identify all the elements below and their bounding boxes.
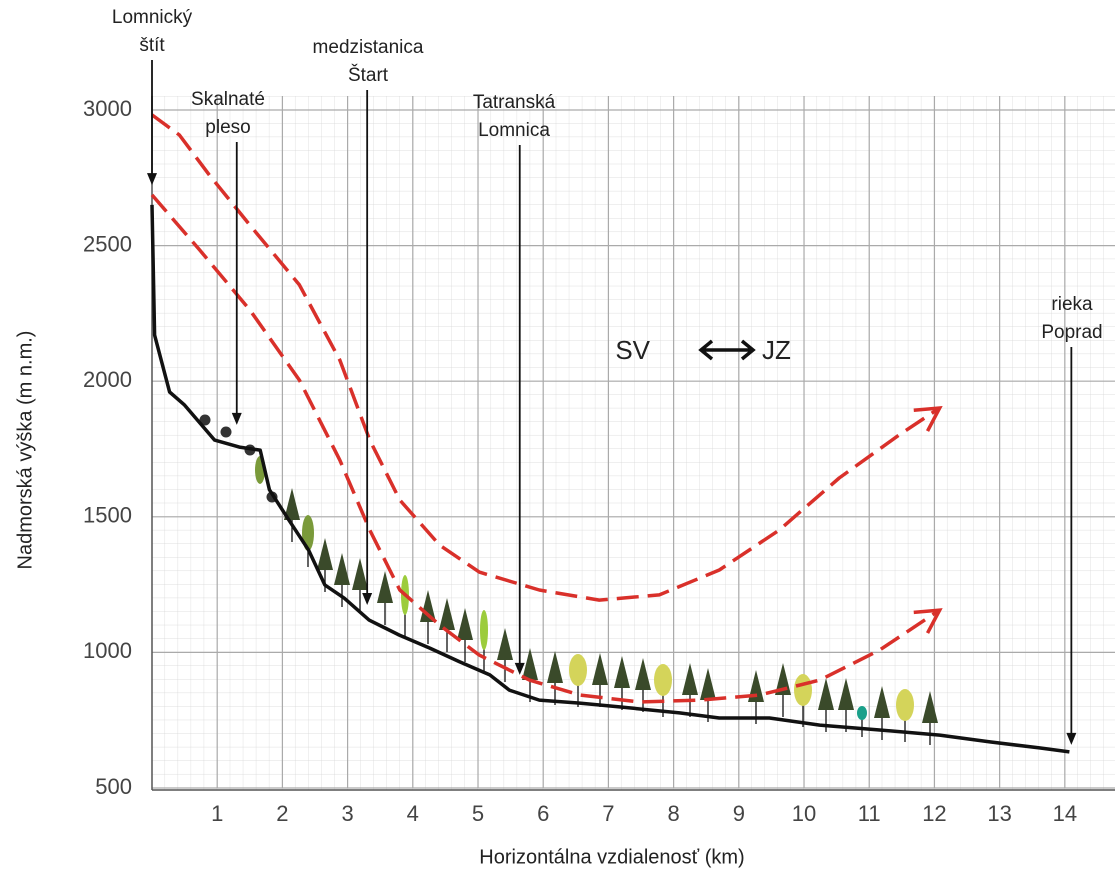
tree — [922, 691, 938, 723]
tree — [457, 608, 473, 640]
tree — [480, 610, 488, 650]
annotation-label: Skalnaté — [191, 89, 265, 110]
y-tick-label: 1500 — [83, 503, 132, 528]
annotation-label: pleso — [205, 117, 250, 138]
x-tick-label: 11 — [858, 801, 881, 826]
tree — [377, 571, 393, 603]
tree — [497, 628, 513, 660]
annotation-label: rieka — [1051, 294, 1093, 315]
x-tick-label: 5 — [472, 801, 484, 826]
trend-arrowhead — [913, 608, 943, 634]
direction-arrow — [698, 339, 756, 361]
x-tick-label: 4 — [407, 801, 419, 826]
direction-right: JZ — [762, 335, 791, 365]
tree — [569, 654, 587, 686]
y-tick-label: 500 — [95, 774, 132, 799]
tree — [874, 686, 890, 718]
tree — [334, 553, 350, 585]
annotation-arrowhead — [231, 412, 242, 425]
tree — [352, 558, 368, 590]
annotation-arrowhead — [1066, 732, 1077, 745]
terrain-profile — [150, 204, 1070, 754]
rock — [199, 414, 211, 426]
tree — [838, 678, 854, 710]
tree — [857, 706, 867, 720]
trend-line — [150, 113, 941, 602]
annotation-arrowhead — [362, 592, 373, 605]
tree — [614, 656, 630, 688]
trend-arrowhead — [913, 406, 943, 432]
tree — [592, 653, 608, 685]
annotation-label: Tatranská — [473, 92, 556, 113]
marks — [147, 60, 1077, 754]
x-axis-label: Horizontálna vzdialenosť (km) — [479, 846, 744, 868]
x-tick-label: 13 — [987, 801, 1011, 826]
trend-line — [150, 193, 941, 704]
tree — [522, 648, 538, 680]
annotation-label: Štart — [348, 64, 389, 86]
x-tick-label: 1 — [211, 801, 223, 826]
tree — [420, 590, 436, 622]
y-tick-label: 2000 — [83, 367, 132, 392]
y-tick-label: 3000 — [83, 96, 132, 121]
tree — [896, 689, 914, 721]
annotation-label: Lomnický — [112, 7, 193, 28]
x-tick-label: 7 — [602, 801, 614, 826]
x-tick-label: 14 — [1053, 801, 1077, 826]
rock — [220, 426, 232, 438]
x-tick-label: 8 — [667, 801, 679, 826]
annotation-label: Lomnica — [478, 120, 550, 141]
x-tick-label: 12 — [922, 801, 946, 826]
tree — [654, 664, 672, 696]
annotation-label: medzistanica — [313, 37, 424, 58]
x-tick-label: 10 — [792, 801, 816, 826]
tree — [284, 488, 300, 520]
tree — [635, 658, 651, 690]
tree — [818, 678, 834, 710]
x-tick-label: 6 — [537, 801, 549, 826]
annotation-label: štít — [139, 35, 165, 56]
y-tick-label: 2500 — [83, 231, 132, 256]
tree — [682, 663, 698, 695]
x-tick-label: 3 — [341, 801, 353, 826]
x-tick-label: 2 — [276, 801, 288, 826]
grid — [151, 96, 1115, 791]
tree — [775, 663, 791, 695]
annotation-arrowhead — [147, 173, 157, 186]
tree — [439, 598, 455, 630]
tree — [794, 674, 812, 706]
minor-grid — [152, 96, 1115, 790]
tree — [547, 651, 563, 683]
tree — [700, 668, 716, 700]
y-axis-label: Nadmorská výška (m n.m.) — [14, 331, 36, 570]
direction-left: SV — [615, 335, 650, 365]
x-tick-label: 9 — [733, 801, 745, 826]
tree — [317, 538, 333, 570]
annotation-arrowhead — [514, 662, 525, 675]
y-tick-label: 1000 — [83, 638, 132, 663]
annotation-label: Poprad — [1041, 322, 1102, 343]
